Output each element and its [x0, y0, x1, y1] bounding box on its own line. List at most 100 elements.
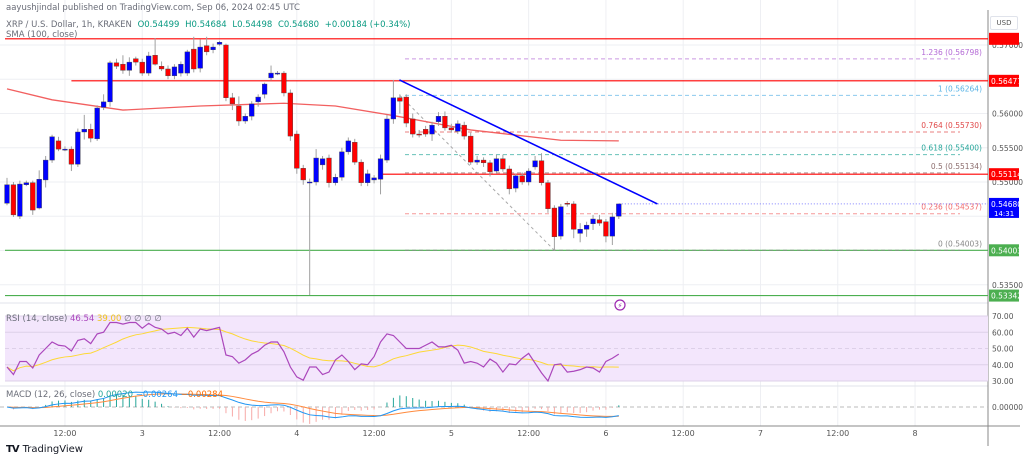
price-change: +0.00184 (+0.34%)	[324, 20, 411, 30]
candle-bullish	[345, 140, 351, 153]
price-tick-label: 0.53500	[992, 281, 1023, 290]
candle-bearish	[500, 158, 506, 170]
rsi-ma-line	[6, 326, 619, 372]
candle-bearish	[158, 66, 165, 70]
price-label-box	[989, 32, 1019, 45]
candle-bullish	[43, 159, 49, 181]
candle-bearish	[461, 124, 467, 137]
fib-level-label: 0.618 (0.55400)	[921, 144, 982, 153]
price-label-box	[989, 168, 1019, 181]
rsi-legend[interactable]: RSI (14, close) 46.54 39.00 ∅ ∅ ∅ ∅	[6, 314, 162, 324]
candle-bearish	[487, 162, 493, 172]
current-price-label: 0.54680	[991, 200, 1022, 209]
candle-bullish	[532, 160, 538, 168]
candle-bullish	[435, 116, 442, 122]
candle-bearish	[551, 207, 558, 237]
price-tick-label: 0.57000	[992, 41, 1023, 50]
time-tick-label: 3	[140, 429, 145, 438]
candle-bearish	[352, 142, 358, 163]
candle-bullish	[493, 158, 500, 172]
candle-bearish	[403, 96, 409, 124]
candle-bearish	[397, 97, 403, 102]
sma-legend[interactable]: SMA (100, close)	[6, 30, 78, 40]
rsi-extra-values: ∅ ∅ ∅ ∅	[124, 314, 162, 324]
candle-bullish	[94, 107, 100, 140]
price-label-box	[989, 244, 1019, 257]
candle-bearish	[139, 61, 145, 74]
rsi-line	[6, 321, 620, 383]
ohlc-close: C0.54680	[277, 20, 320, 30]
candle-bearish	[300, 168, 306, 181]
candle-bearish	[410, 118, 416, 135]
candle-bullish	[590, 218, 596, 224]
currency-button[interactable]: USD	[990, 16, 1018, 30]
macd-histogram-value: 0.00020	[97, 390, 134, 400]
candle-bullish	[255, 96, 261, 103]
candle-bullish	[377, 158, 384, 180]
candle-bearish	[152, 55, 158, 65]
candle-bearish	[480, 159, 487, 164]
price-chart[interactable]: 12:00 3 12:00 4 12:00 5 12:00 6 12:00 7 12:00 8 0.57…	[0, 0, 1024, 446]
candle-bearish	[358, 161, 364, 183]
candle-bullish	[558, 206, 564, 237]
candle-bullish	[384, 118, 390, 161]
fib-level-label: 0.236 (0.54537)	[921, 203, 982, 212]
candle-bearish	[294, 133, 300, 169]
footer-brand[interactable]: 𝗧𝗩 TradingView	[6, 444, 83, 455]
candle-bullish	[126, 61, 132, 71]
candle-bullish	[146, 55, 152, 74]
price-label-box	[989, 289, 1019, 302]
candle-bearish	[281, 72, 287, 94]
candle-bullish	[249, 103, 255, 117]
publisher-line: aayushjindal published on TradingView.co…	[6, 3, 300, 13]
candle-bearish	[223, 44, 229, 98]
ohlc-open: O0.54499	[137, 20, 180, 30]
candle-bearish	[571, 203, 577, 230]
candle-bullish	[274, 72, 281, 75]
price-label-box	[989, 74, 1019, 87]
macd-tick-label: 0.00000	[992, 403, 1023, 412]
candle-bearish	[30, 182, 36, 211]
candle-bullish	[526, 170, 532, 183]
candle-bearish	[442, 116, 448, 129]
candle-bearish	[68, 148, 75, 165]
candle-bullish	[307, 181, 313, 184]
ohlc-high: H0.54684	[185, 20, 227, 30]
candle-bullish	[23, 182, 29, 185]
time-tick-label: 6	[603, 429, 608, 438]
candle-bullish	[365, 173, 371, 183]
candle-bearish	[603, 221, 609, 237]
candle-bullish	[49, 136, 55, 161]
current-price-box	[989, 197, 1019, 218]
symbol-name[interactable]: XRP / U.S. Dollar, 1h, KRAKEN	[6, 20, 132, 30]
candle-bearish	[596, 219, 603, 224]
candle-bearish	[326, 157, 332, 183]
candle-bullish	[513, 175, 519, 189]
time-tick-label: 12:00	[517, 429, 540, 438]
candle-bearish	[519, 175, 525, 183]
time-tick-label: 8	[912, 429, 917, 438]
candle-bearish	[416, 133, 422, 136]
candle-bullish	[75, 131, 81, 165]
price-tick-label: 0.55500	[992, 144, 1023, 153]
time-tick-label: 7	[758, 429, 763, 438]
candle-bullish	[216, 42, 223, 45]
time-tick-label: 5	[449, 429, 454, 438]
candle-bearish	[88, 129, 94, 139]
candle-bearish	[120, 63, 126, 71]
descending-trendline	[399, 79, 658, 205]
candle-bearish	[448, 127, 454, 131]
rsi-tick-label: 40.00	[992, 361, 1014, 370]
rsi-ma-value: 39.00	[97, 314, 122, 324]
candle-bearish	[191, 48, 197, 70]
time-tick-label: 12:00	[53, 429, 76, 438]
macd-value: −0.00264	[135, 390, 178, 400]
fib-level-label: 0.5 (0.55134)	[931, 162, 982, 171]
time-tick-label: 12:00	[208, 429, 231, 438]
rsi-tick-label: 60.00	[992, 328, 1014, 337]
price-level-label: 0.54003	[991, 246, 1022, 255]
candle-bearish	[165, 68, 171, 77]
time-tick-label: 12:00	[826, 429, 849, 438]
macd-legend[interactable]: MACD (12, 26, close) 0.00020 −0.00264 −0…	[6, 390, 223, 400]
candle-bearish	[468, 135, 474, 163]
